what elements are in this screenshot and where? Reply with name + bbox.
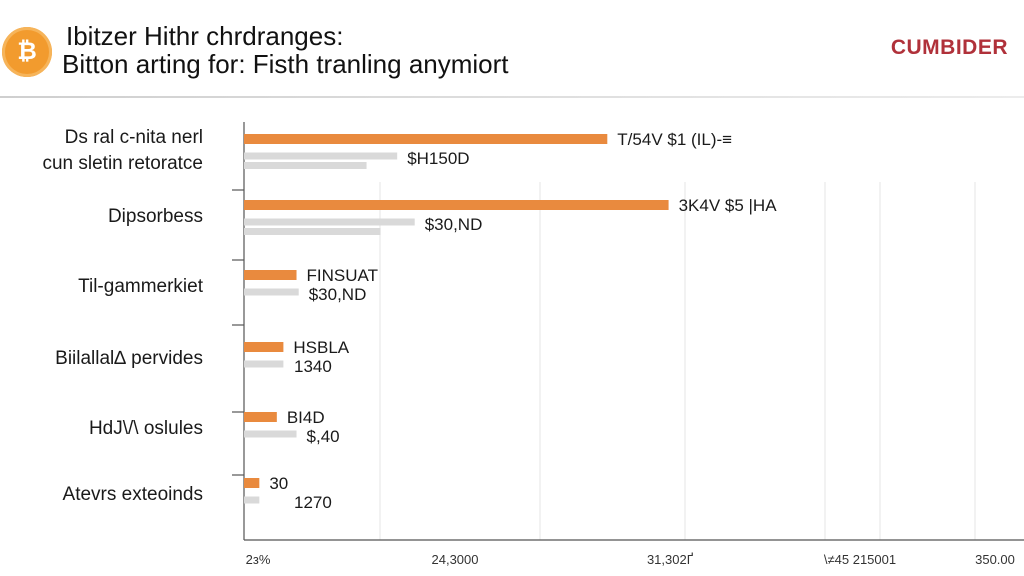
bar-label-secondary: $30,ND — [309, 285, 367, 304]
bar-label-secondary: $,40 — [307, 427, 340, 446]
category-label: Dipsorbess — [108, 206, 203, 227]
bar-label-primary: HSBLA — [293, 338, 349, 357]
bar-primary — [244, 200, 669, 210]
bar-chart: Ds ral c-nita nerl cun sletin retoratce Di… — [42, 122, 1024, 567]
bar-primary — [244, 342, 284, 352]
bar-secondary — [244, 496, 260, 504]
bar-secondary-extra — [244, 162, 367, 169]
bar-primary — [244, 270, 297, 280]
header: ₿ Ibitzer Hithr chrdranges: Bitton artin… — [0, 0, 1024, 100]
x-tick-label: 2з% — [246, 552, 271, 567]
bitcoin-glyph: ₿ — [17, 38, 37, 65]
page-title: Ibitzer Hithr chrdranges: — [66, 21, 344, 51]
category-label: HdJ\/\ oslules — [89, 418, 203, 439]
bar-label-secondary: $30,ND — [425, 215, 483, 234]
category-label: Ds ral c-nita nerl — [65, 127, 203, 148]
category-label: cun sletin retoratce — [42, 153, 203, 174]
bar-label-secondary: $H150D — [407, 149, 469, 168]
bar-primary — [244, 478, 260, 488]
bar-label-secondary: 1270 — [294, 493, 332, 512]
bitcoin-icon: ₿ — [2, 27, 52, 77]
x-tick-label: \≠45 215001 — [824, 552, 896, 567]
bar-secondary-extra — [244, 228, 381, 235]
bar-label-primary: 30 — [269, 474, 288, 493]
bar-label-secondary: 1340 — [294, 357, 332, 376]
header-divider — [0, 96, 1024, 98]
bar-label-primary: T/54V $1 (IL)-≡ — [617, 130, 732, 149]
x-tick-label: 24,3000 — [432, 552, 479, 567]
bar-label-primary: BI4D — [287, 408, 325, 427]
bar-secondary — [244, 360, 284, 368]
category-label: Biilallal∆ pervides — [55, 348, 203, 369]
bar-secondary — [244, 288, 299, 296]
category-label: Til-gammerkiet — [78, 276, 204, 297]
brand-logo: CUMBIDER — [890, 36, 1008, 59]
x-tick-label: 31,302Ґ — [647, 552, 694, 567]
bar-secondary — [244, 430, 297, 438]
category-label: Atevrs exteoinds — [63, 484, 203, 505]
bar-label-primary: 3K4V $5 |HA — [679, 196, 778, 215]
bar-primary — [244, 134, 608, 144]
x-tick-label: 350.00 — [975, 552, 1015, 567]
bar-secondary — [244, 152, 398, 160]
bar-primary — [244, 412, 277, 422]
bar-secondary — [244, 218, 415, 226]
page-subtitle: Bitton arting for: Fisth tranling anymio… — [62, 49, 509, 79]
bar-label-primary: FINSUAT — [307, 266, 378, 285]
